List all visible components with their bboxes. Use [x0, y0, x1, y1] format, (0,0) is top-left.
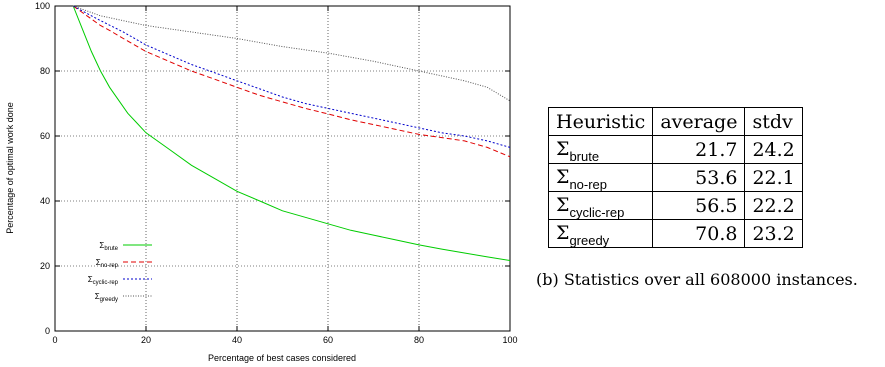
table-row: Σbrute 21.7 24.2 [547, 135, 803, 164]
x-tick-label: 100 [502, 335, 517, 345]
stdv-cell: 23.2 [744, 219, 803, 248]
series-line-cyclic-rep [72, 5, 511, 148]
average-cell: 21.7 [652, 135, 746, 164]
legend-label: Σgreedy [95, 292, 118, 303]
x-tick-label: 0 [52, 335, 57, 345]
sigma-symbol: Σ [556, 137, 570, 160]
x-tick-label: 20 [141, 335, 151, 345]
table-row: Σcyclic-rep 56.5 22.2 [547, 191, 803, 220]
heuristic-cell: Σbrute [547, 135, 654, 164]
y-tick-label: 60 [40, 131, 50, 141]
y-axis-label: Percentage of optimal work done [5, 102, 15, 234]
heuristic-cell: Σno-rep [547, 163, 654, 192]
stdv-cell: 24.2 [744, 135, 803, 164]
line-chart: 0 20 40 60 80 100 0 20 40 60 80 100 Percentage of b… [5, 1, 518, 363]
average-cell: 53.6 [652, 163, 746, 192]
header-average: average [652, 107, 746, 136]
statistics-table: Heuristic average stdv Σbrute 21.7 24.2 … [547, 107, 803, 248]
y-tick-label: 40 [40, 196, 50, 206]
series-lines [72, 5, 511, 261]
legend: Σbrute Σno-rep Σcyclic-rep Σgreedy [88, 241, 152, 303]
x-tick-label: 40 [232, 335, 242, 345]
statistics-table-container: Heuristic average stdv Σbrute 21.7 24.2 … [547, 107, 803, 248]
y-tick-label: 100 [35, 1, 50, 11]
table-header-row: Heuristic average stdv [547, 107, 803, 136]
table-caption: (b) Statistics over all 608000 instances… [536, 270, 858, 289]
heuristic-subscript: greedy [569, 232, 610, 248]
axis-ticks: 0 20 40 60 80 100 0 20 40 60 80 100 [35, 1, 518, 345]
heuristic-subscript: cyclic-rep [569, 204, 625, 220]
table-row: Σno-rep 53.6 22.1 [547, 163, 803, 192]
series-line-no-rep [72, 5, 511, 158]
y-tick-label: 0 [45, 326, 50, 336]
header-heuristic: Heuristic [547, 107, 654, 136]
sigma-symbol: Σ [556, 165, 570, 188]
x-axis-label: Percentage of best cases considered [208, 353, 356, 363]
average-cell: 56.5 [652, 191, 746, 220]
legend-label: Σcyclic-rep [88, 275, 119, 286]
legend-label: Σbrute [99, 241, 118, 252]
sigma-symbol: Σ [556, 193, 570, 216]
plot-frame [54, 5, 511, 332]
y-tick-label: 20 [40, 261, 50, 271]
heuristic-cell: Σgreedy [547, 219, 654, 248]
heuristic-subscript: no-rep [569, 176, 608, 192]
grid-lines [55, 6, 510, 331]
x-tick-label: 80 [414, 335, 424, 345]
stdv-cell: 22.1 [744, 163, 803, 192]
y-tick-label: 80 [40, 66, 50, 76]
series-line-brute [72, 5, 511, 261]
average-cell: 70.8 [652, 219, 746, 248]
x-tick-label: 60 [323, 335, 333, 345]
heuristic-cell: Σcyclic-rep [547, 191, 654, 220]
heuristic-subscript: brute [569, 148, 600, 164]
legend-label: Σno-rep [96, 258, 119, 269]
stdv-cell: 22.2 [744, 191, 803, 220]
series-line-greedy [73, 5, 511, 102]
table-row: Σgreedy 70.8 23.2 [547, 219, 803, 248]
sigma-symbol: Σ [556, 221, 570, 244]
header-stdv: stdv [744, 107, 803, 136]
